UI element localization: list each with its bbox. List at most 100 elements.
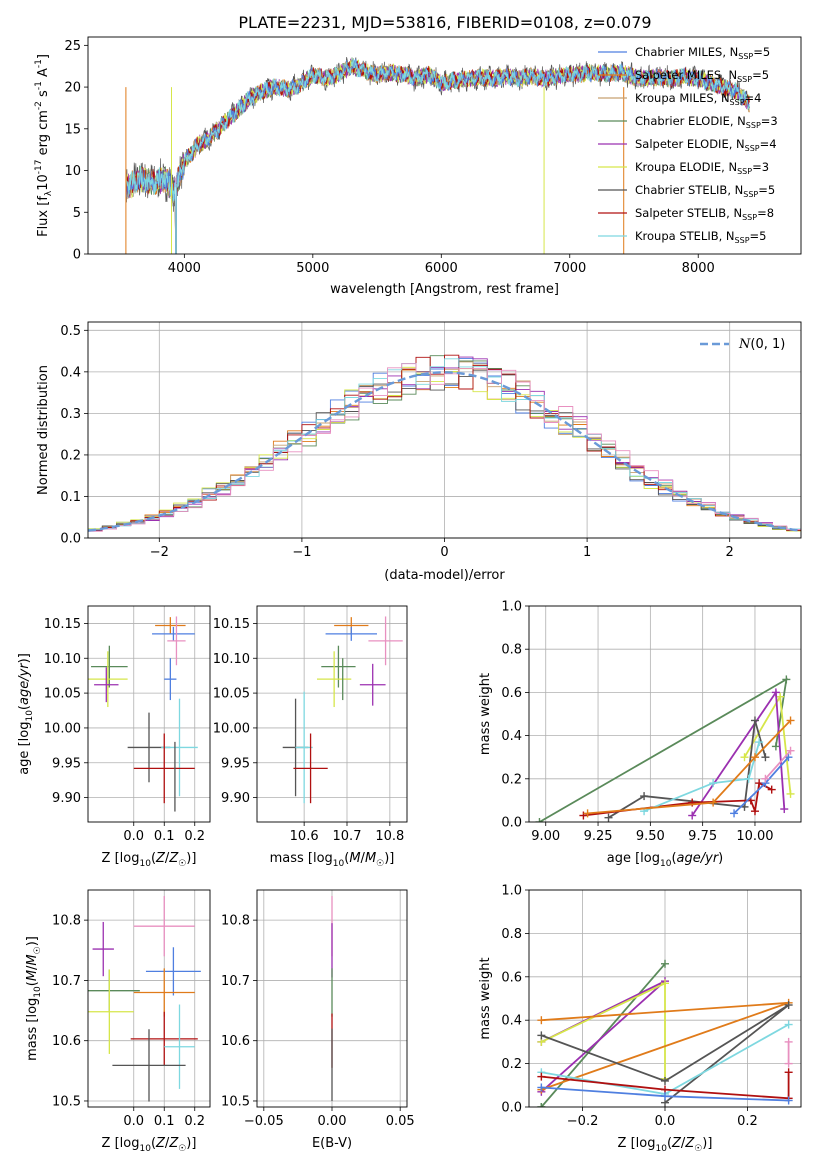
x-tick-label: 10.6 (290, 829, 319, 844)
y-tick-label: 9.95 (221, 756, 250, 771)
y-tick-label: 0.4 (501, 1014, 522, 1029)
y-tick-label: 0.0 (60, 532, 81, 547)
y-tick-label: 0.0 (501, 1101, 522, 1116)
y-tick-label: 10.05 (44, 687, 81, 702)
y-tick-label: 9.90 (221, 791, 250, 806)
x-tick-label: −1 (292, 545, 311, 560)
x-tick-label: 0.00 (318, 1114, 347, 1129)
x-tick-label: 5000 (296, 261, 329, 276)
x-tick-label: 0.2 (184, 1114, 205, 1129)
y-tick-label: 10.6 (221, 1034, 250, 1049)
legend-entry: Salpeter MILES, NSSP=5 (635, 68, 769, 84)
axes-frame (256, 889, 408, 1108)
y-tick-label: 0.2 (60, 448, 81, 463)
x-tick-label: 9.50 (636, 829, 665, 844)
x-tick-label: 0.1 (154, 829, 175, 844)
legend-entry: Chabrier ELODIE, NSSP=3 (635, 114, 778, 130)
y-tick-label: 25 (64, 39, 81, 54)
y-tick-label: 10.5 (52, 1094, 81, 1109)
x-axis-label: mass [log10(M/M☉)] (270, 851, 395, 869)
x-tick-label: 4000 (168, 261, 201, 276)
y-axis-label: Flux [fλ10-17 erg cm-2 s-1 A-1] (34, 54, 54, 237)
spectrum-line-kroupa-stelib (126, 58, 750, 254)
weight-line-chabrier-miles (733, 756, 790, 815)
y-tick-label: 10.15 (213, 617, 250, 632)
y-tick-label: 0.3 (60, 407, 81, 422)
y-axis-label: age [log10(age/yr)] (17, 653, 35, 775)
axes-frame (256, 605, 408, 823)
mass-vs-ebv-panel: −0.05 0.00 0.05 10.5 10.6 10.7 10.8 E(B-V) (221, 889, 415, 1151)
x-axis-label: Z [log10(Z/Z☉)] (102, 851, 197, 869)
weight-line-kroupa-stelib (643, 741, 761, 813)
x-tick-label: 9.75 (688, 829, 717, 844)
y-tick-label: 0.8 (501, 927, 522, 942)
y-tick-label: 10.10 (44, 652, 81, 667)
x-tick-label: −2 (150, 545, 169, 560)
y-tick-label: 0.4 (60, 365, 81, 380)
y-tick-label: 10.00 (44, 721, 81, 736)
weight-line-chabrier-stelib (541, 1004, 790, 1104)
y-axis-label: mass [log10(M/M☉)] (25, 936, 43, 1061)
axes-frame (87, 889, 211, 1108)
y-tick-label: 0.5 (60, 324, 81, 339)
x-tick-label: 6000 (425, 261, 458, 276)
age-vs-mass-panel: 10.6 10.7 10.8 9.90 9.95 10.00 10.05 10.10 10.15… (213, 605, 408, 869)
x-tick-label: 10.00 (736, 829, 773, 844)
axes-frame (87, 36, 802, 255)
y-tick-label: 5 (73, 206, 81, 221)
axes-frame (87, 605, 211, 823)
legend-entry: Chabrier STELIB, NSSP=5 (635, 183, 775, 199)
x-axis-label: Z [log10(Z/Z☉)] (102, 1136, 197, 1154)
y-tick-label: 9.95 (52, 756, 81, 771)
x-tick-label: 0.1 (154, 1114, 175, 1129)
x-axis-label: E(B-V) (312, 1136, 352, 1151)
x-tick-label: 0.0 (123, 829, 144, 844)
spectrum-panel: 4000 5000 6000 7000 8000 0 5 10 15 20 25 wavelength… (34, 36, 802, 297)
x-tick-label: 0 (440, 545, 448, 560)
gaussian-curve (88, 371, 799, 532)
figure-title: PLATE=2231, MJD=53816, FIBERID=0108, z=0… (238, 13, 651, 32)
legend-entry: Salpeter ELODIE, NSSP=4 (635, 137, 777, 153)
y-axis-label: Normed distribution (36, 365, 51, 495)
y-tick-label: 10.6 (52, 1034, 81, 1049)
legend-entry: N(0, 1) (738, 337, 785, 352)
y-tick-label: 10.10 (213, 652, 250, 667)
y-tick-label: 1.0 (501, 884, 522, 899)
x-axis-label: Z [log10(Z/Z☉)] (618, 1136, 713, 1154)
age-vs-metallicity-panel: 0.0 0.1 0.2 9.90 9.95 10.00 10.05 10.10 10.15 Z [… (17, 605, 211, 869)
y-axis-label: mass weight (478, 957, 493, 1039)
y-tick-label: 0.4 (501, 729, 522, 744)
y-tick-label: 9.90 (52, 791, 81, 806)
x-tick-label: 0.2 (184, 829, 205, 844)
y-tick-label: 0.6 (501, 970, 522, 985)
y-tick-label: 20 (64, 81, 81, 96)
y-tick-label: 0.1 (60, 490, 81, 505)
y-tick-label: 0.2 (501, 772, 522, 787)
weight-line-salpeter-miles (587, 719, 792, 815)
y-tick-label: 0.8 (501, 643, 522, 658)
histogram-chabrier-stelib (88, 369, 801, 531)
x-tick-label: 9.25 (584, 829, 613, 844)
weight-vs-age-panel: 9.00 9.25 9.50 9.75 10.00 0.0 0.2 0.4 0.6 0.8 1.0 m… (478, 600, 802, 869)
weight-vs-metallicity-panel: −0.2 0.0 0.2 0.0 0.2 0.4 0.6 0.8 1.0 mass weight Z… (478, 884, 802, 1154)
y-tick-label: 10 (64, 164, 81, 179)
x-axis-label: (data-model)/error (384, 568, 505, 583)
x-tick-label: −0.05 (244, 1114, 284, 1129)
mass-vs-metallicity-panel: 0.0 0.1 0.2 10.5 10.6 10.7 10.8 Z [log10(Z/Z☉)]… (25, 889, 211, 1154)
y-tick-label: 10.5 (221, 1094, 250, 1109)
y-tick-label: 10.00 (213, 721, 250, 736)
weight-line-salpeter-elodie (691, 689, 786, 817)
axes-frame (528, 605, 802, 823)
x-axis-label: age [log10(age/yr) (607, 851, 724, 869)
y-tick-label: 1.0 (501, 600, 522, 615)
legend-entry: Kroupa ELODIE, NSSP=3 (635, 160, 769, 176)
y-tick-label: 0 (73, 248, 81, 263)
y-tick-label: 0.2 (501, 1057, 522, 1072)
x-tick-label: 10.7 (333, 829, 362, 844)
x-tick-label: 8000 (682, 261, 715, 276)
y-tick-label: 0.0 (501, 816, 522, 831)
legend-entry: Chabrier MILES, NSSP=5 (635, 45, 770, 61)
y-tick-label: 15 (64, 122, 81, 137)
legend-entry: Salpeter STELIB, NSSP=8 (635, 206, 774, 222)
